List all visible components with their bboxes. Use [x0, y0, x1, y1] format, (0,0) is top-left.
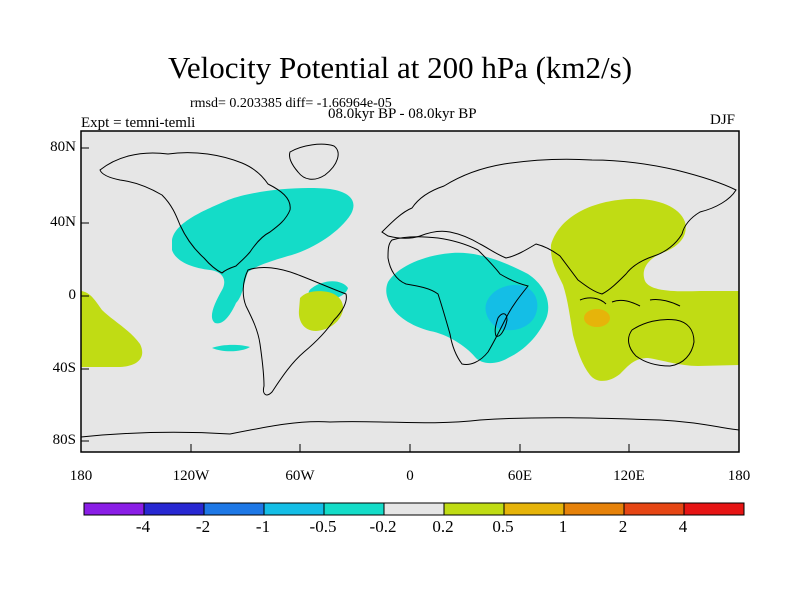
contour-positive-pacific — [550, 198, 739, 381]
contour-negative-south-atlantic — [212, 344, 250, 352]
coast-madagascar — [494, 313, 508, 337]
contour-positive-south-america — [298, 291, 344, 331]
lat-label-equator: 0 — [68, 287, 77, 303]
lon-label-120e: 120E — [613, 468, 645, 484]
lon-label-180e: 180 — [727, 468, 751, 484]
colorbar-label: 0.5 — [492, 517, 514, 536]
colorbar-swatch — [143, 502, 205, 516]
lon-label-60w: 60W — [285, 468, 315, 484]
lon-label-180w: 180 — [69, 468, 93, 484]
colorbar-swatch — [563, 502, 625, 516]
anomaly-shading — [81, 188, 739, 381]
lon-label-120w: 120W — [172, 468, 210, 484]
axis-ticks — [80, 147, 740, 452]
colorbar — [83, 502, 745, 516]
coast-greenland — [289, 143, 339, 180]
colorbar-label: 1 — [558, 517, 568, 536]
colorbar-swatch — [503, 502, 565, 516]
experiment-label: Expt = temni-temli — [81, 115, 196, 131]
coast-south-america — [242, 266, 347, 396]
contour-negative-americas — [172, 188, 354, 324]
colorbar-swatch — [83, 502, 145, 516]
lat-label-80s: 80S — [52, 432, 76, 448]
stats-text: rmsd= 0.203385 diff= -1.66964e-05 — [190, 96, 392, 111]
coast-australia — [628, 319, 695, 367]
lon-label-60e: 60E — [507, 468, 533, 484]
coastlines — [80, 143, 740, 438]
plot-title: Velocity Potential at 200 hPa (km2/s) — [167, 50, 633, 85]
lat-label-80n: 80N — [50, 139, 76, 155]
colorbar-swatch — [383, 502, 445, 516]
colorbar-swatch — [263, 502, 325, 516]
period-text: 08.0kyr BP - 08.0kyr BP — [328, 106, 477, 122]
colorbar-label: -1 — [255, 517, 271, 536]
colorbar-label: -4 — [135, 517, 151, 536]
colorbar-swatch — [323, 502, 385, 516]
contour-negative-indian-ocean — [485, 284, 538, 331]
colorbar-label: 4 — [678, 517, 688, 536]
colorbar-swatch — [203, 502, 265, 516]
colorbar-swatch — [443, 502, 505, 516]
coast-maritime-continent — [579, 297, 681, 307]
contour-positive-maximum — [584, 309, 610, 327]
colorbar-label: -0.2 — [369, 517, 397, 536]
lat-label-40n: 40N — [50, 214, 76, 230]
coast-africa — [387, 236, 529, 365]
coast-antarctica — [80, 417, 740, 438]
colorbar-swatch — [623, 502, 685, 516]
colorbar-label: -0.5 — [309, 517, 337, 536]
coast-eurasia — [381, 158, 737, 295]
colorbar-label: -2 — [195, 517, 211, 536]
colorbar-swatch — [683, 502, 745, 516]
coast-north-america — [99, 152, 291, 274]
colorbar-label: 2 — [618, 517, 628, 536]
season-label: DJF — [710, 112, 736, 128]
lat-label-40s: 40S — [52, 360, 76, 376]
contour-positive-east-pacific — [81, 291, 143, 367]
lon-label-0: 0 — [406, 468, 414, 484]
colorbar-label: 0.2 — [432, 517, 454, 536]
contour-negative-africa — [386, 252, 549, 364]
